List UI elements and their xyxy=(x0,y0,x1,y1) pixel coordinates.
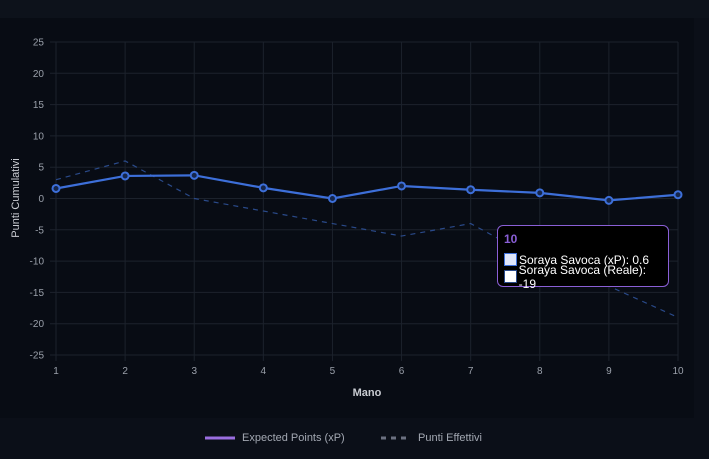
y-tick-label: 5 xyxy=(38,163,44,174)
y-tick-label: 25 xyxy=(33,38,45,49)
tooltip-label-xp: Soraya Savoca (xP): 0.6 xyxy=(519,252,650,267)
x-tick-label: 6 xyxy=(399,366,405,377)
data-point-xp xyxy=(535,188,545,198)
y-tick-label: -15 xyxy=(30,288,45,299)
legend-bar xyxy=(0,418,709,459)
y-tick-label: -25 xyxy=(30,351,45,362)
legend-label-xp: Expected Points (xP) xyxy=(242,432,345,444)
tooltip-title: 10 xyxy=(504,232,518,246)
x-tick-label: 2 xyxy=(122,366,128,377)
y-tick-label: -20 xyxy=(30,319,45,330)
x-tick-label: 5 xyxy=(330,366,336,377)
tooltip: 10 Soraya Savoca (xP): 0.6 Soraya Savoca… xyxy=(497,225,669,291)
series-line-xp xyxy=(55,174,679,202)
tooltip-swatch-xp xyxy=(504,253,517,266)
x-tick-label: 7 xyxy=(468,366,474,377)
y-tick-label: 20 xyxy=(33,69,45,80)
x-tick-label: 9 xyxy=(606,366,612,377)
y-tick-label: -10 xyxy=(30,257,45,268)
data-point-xp xyxy=(604,195,614,205)
data-point-xp xyxy=(466,185,476,195)
data-point-xp xyxy=(258,183,268,193)
tooltip-swatch-reale xyxy=(504,270,517,283)
data-point-xp xyxy=(673,190,683,200)
y-tick-label: 10 xyxy=(33,131,45,142)
tooltip-row-xp: Soraya Savoca (xP): 0.6 xyxy=(504,251,662,268)
y-tick-label: 0 xyxy=(38,194,44,205)
x-tick-label: 8 xyxy=(537,366,543,377)
top-bar xyxy=(0,0,709,18)
data-point-xp xyxy=(397,181,407,191)
legend-label-effettivi: Punti Effettivi xyxy=(418,432,482,444)
x-tick-label: 3 xyxy=(191,366,197,377)
y-axis-label: Punti Cumulativi xyxy=(10,158,22,237)
legend-item-xp[interactable]: Expected Points (xP) xyxy=(205,432,345,444)
tooltip-row-reale: Soraya Savoca (Reale): -19 xyxy=(504,263,662,291)
data-point-xp xyxy=(327,194,337,203)
x-tick-label: 10 xyxy=(672,366,684,377)
y-tick-label: 15 xyxy=(33,100,45,111)
x-tick-label: 4 xyxy=(261,366,267,377)
x-tick-label: 1 xyxy=(53,366,59,377)
tooltip-label-reale: Soraya Savoca (Reale): -19 xyxy=(518,262,647,291)
data-point-xp xyxy=(120,171,130,181)
data-point-xp xyxy=(189,170,199,180)
x-axis-label: Mano xyxy=(353,387,382,399)
series-line-effettivi xyxy=(55,160,679,318)
data-point-xp xyxy=(51,183,61,193)
legend-dashed-line-icon xyxy=(381,436,407,440)
legend-solid-line-icon xyxy=(205,436,235,440)
y-tick-label: -5 xyxy=(35,225,44,236)
chart-panel xyxy=(0,18,694,418)
legend-item-effettivi[interactable]: Punti Effettivi xyxy=(381,432,482,444)
